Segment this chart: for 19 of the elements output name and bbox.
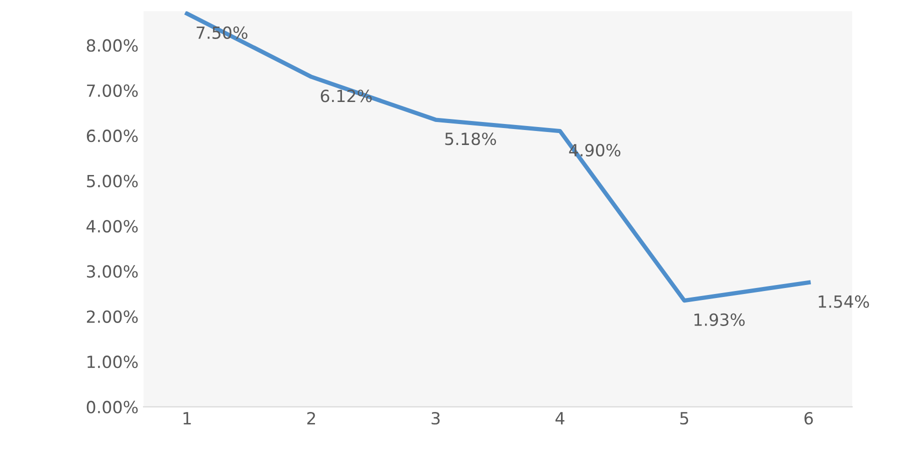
line-series: [184, 11, 811, 303]
y-tick-label: 2.00%: [86, 310, 138, 323]
y-tick-label: 8.00%: [86, 39, 138, 52]
annotation: 1.93%: [694, 313, 745, 326]
x-tick-label: 6: [804, 412, 813, 425]
y-tick-label: 4.00%: [86, 220, 138, 233]
y-tick-label: 0.00%: [86, 400, 138, 414]
x-tick-label: 2: [307, 412, 315, 424]
x-tick-label: 1: [184, 412, 191, 424]
x-tick-label: 4: [556, 412, 564, 424]
y-tick-label: 7.00%: [87, 84, 138, 97]
y-tick-label: 6.00%: [86, 130, 138, 142]
y-tick-label: 5.00%: [87, 174, 138, 188]
x-tick-label: 3: [432, 412, 440, 425]
y-tick-label: 1.00%: [88, 356, 138, 368]
y-tick-label: 3.00%: [86, 265, 138, 278]
annotation: 1.54%: [818, 295, 869, 308]
x-tick-label: 5: [680, 412, 688, 425]
annotation: 5.18%: [445, 132, 496, 146]
